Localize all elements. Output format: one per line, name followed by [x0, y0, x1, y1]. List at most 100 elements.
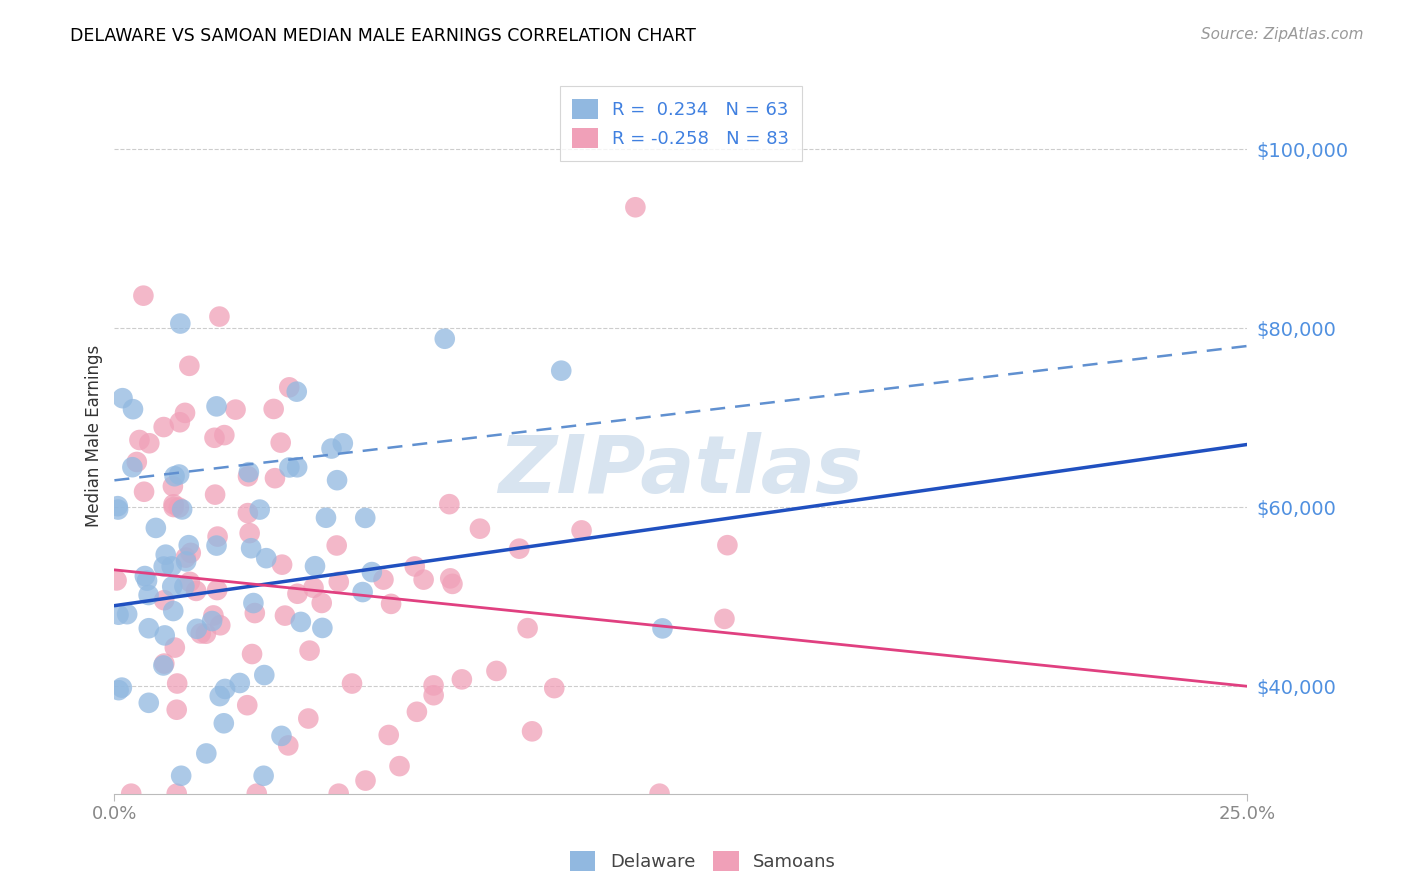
- Point: [121, 460, 143, 475]
- Point: [240, 541, 263, 556]
- Point: [543, 681, 565, 695]
- Point: [354, 773, 377, 788]
- Point: [160, 559, 183, 574]
- Point: [550, 364, 572, 378]
- Point: [287, 587, 309, 601]
- Point: [194, 626, 217, 640]
- Point: [153, 628, 176, 642]
- Point: [163, 500, 186, 514]
- Point: [253, 668, 276, 682]
- Point: [169, 415, 191, 429]
- Point: [207, 530, 229, 544]
- Point: [166, 676, 188, 690]
- Point: [225, 402, 247, 417]
- Point: [285, 460, 308, 475]
- Point: [186, 583, 208, 598]
- Point: [328, 574, 350, 589]
- Text: Source: ZipAtlas.com: Source: ZipAtlas.com: [1201, 27, 1364, 42]
- Point: [328, 787, 350, 801]
- Point: [360, 565, 382, 579]
- Legend: R =  0.234   N = 63, R = -0.258   N = 83: R = 0.234 N = 63, R = -0.258 N = 83: [560, 87, 801, 161]
- Point: [229, 676, 252, 690]
- Text: ZIPatlas: ZIPatlas: [498, 433, 863, 510]
- Point: [238, 465, 260, 479]
- Point: [115, 607, 138, 622]
- Text: DELAWARE VS SAMOAN MEDIAN MALE EARNINGS CORRELATION CHART: DELAWARE VS SAMOAN MEDIAN MALE EARNINGS …: [70, 27, 696, 45]
- Point: [326, 473, 349, 487]
- Point: [167, 500, 190, 515]
- Point: [138, 436, 160, 450]
- Point: [162, 497, 184, 511]
- Point: [166, 703, 188, 717]
- Point: [388, 759, 411, 773]
- Point: [439, 497, 461, 511]
- Point: [202, 608, 225, 623]
- Point: [152, 559, 174, 574]
- Point: [412, 573, 434, 587]
- Point: [246, 787, 269, 801]
- Point: [167, 467, 190, 482]
- Point: [274, 608, 297, 623]
- Point: [212, 716, 235, 731]
- Point: [297, 712, 319, 726]
- Point: [155, 548, 177, 562]
- Point: [236, 506, 259, 520]
- Point: [298, 643, 321, 657]
- Point: [285, 384, 308, 399]
- Point: [422, 688, 444, 702]
- Point: [485, 664, 508, 678]
- Point: [205, 400, 228, 414]
- Point: [304, 559, 326, 574]
- Point: [132, 484, 155, 499]
- Point: [134, 569, 156, 583]
- Point: [166, 787, 188, 801]
- Point: [205, 539, 228, 553]
- Point: [145, 521, 167, 535]
- Point: [173, 579, 195, 593]
- Point: [172, 502, 194, 516]
- Point: [290, 615, 312, 629]
- Point: [450, 673, 472, 687]
- Point: [404, 559, 426, 574]
- Point: [132, 288, 155, 302]
- Point: [190, 626, 212, 640]
- Point: [125, 455, 148, 469]
- Point: [516, 621, 538, 635]
- Point: [170, 769, 193, 783]
- Point: [107, 607, 129, 622]
- Point: [406, 705, 429, 719]
- Point: [214, 681, 236, 696]
- Point: [352, 585, 374, 599]
- Point: [138, 588, 160, 602]
- Point: [201, 614, 224, 628]
- Point: [105, 574, 128, 588]
- Point: [508, 541, 530, 556]
- Point: [321, 442, 343, 456]
- Point: [520, 724, 543, 739]
- Point: [433, 332, 456, 346]
- Y-axis label: Median Male Earnings: Median Male Earnings: [86, 344, 103, 526]
- Point: [163, 640, 186, 655]
- Point: [278, 380, 301, 394]
- Point: [138, 696, 160, 710]
- Point: [236, 469, 259, 483]
- Point: [354, 511, 377, 525]
- Point: [571, 524, 593, 538]
- Point: [624, 200, 647, 214]
- Point: [315, 510, 337, 524]
- Point: [278, 460, 301, 475]
- Point: [713, 612, 735, 626]
- Point: [180, 546, 202, 560]
- Point: [651, 621, 673, 635]
- Point: [441, 577, 464, 591]
- Point: [648, 787, 671, 801]
- Point: [174, 406, 197, 420]
- Point: [111, 391, 134, 405]
- Point: [169, 317, 191, 331]
- Point: [174, 550, 197, 565]
- Point: [179, 359, 201, 373]
- Point: [422, 678, 444, 692]
- Point: [204, 488, 226, 502]
- Point: [136, 574, 159, 588]
- Point: [195, 747, 218, 761]
